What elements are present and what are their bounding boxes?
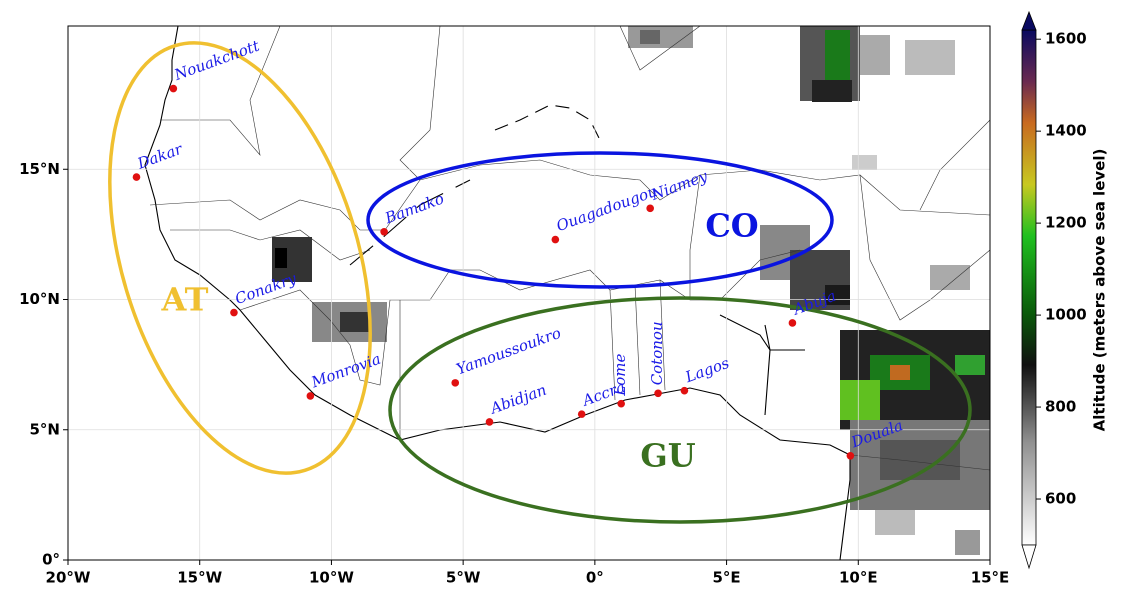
- coastline: [144, 25, 851, 561]
- x-tick-label: 10°W: [309, 569, 354, 587]
- city-label: Lome: [611, 353, 629, 396]
- colorbar-tick-label: 1400: [1045, 122, 1087, 140]
- y-tick-label: 10°N: [19, 290, 60, 308]
- colorbar-tick-label: 1000: [1045, 306, 1087, 324]
- city-marker: [451, 379, 460, 387]
- city-marker: [169, 84, 178, 93]
- colorbar-tick-label: 800: [1045, 398, 1076, 416]
- map-frame: [67, 25, 991, 561]
- x-tick-label: 5°W: [446, 569, 481, 587]
- x-tick-label: 0°: [586, 569, 604, 587]
- city-label: Niamey: [648, 167, 711, 204]
- city-marker: [132, 173, 141, 181]
- region-label: AT: [161, 281, 209, 319]
- city-label: Abidjan: [486, 381, 549, 418]
- city-label: Ouagadougou: [554, 182, 660, 235]
- y-tick-label: 5°N: [30, 420, 61, 438]
- city-marker: [380, 227, 388, 236]
- y-tick-label: 15°N: [19, 160, 60, 178]
- city-marker: [654, 389, 662, 398]
- colorbar-tick-label: 1600: [1045, 30, 1087, 48]
- x-tick-label: 5°E: [712, 569, 740, 587]
- colorbar-body: [1021, 29, 1037, 546]
- colorbar-extend: [1021, 10, 1037, 31]
- city-label: Dakar: [134, 140, 185, 173]
- region-outline: [388, 296, 972, 524]
- region-outline: [108, 41, 372, 475]
- colorbar-tick-label: 1200: [1045, 214, 1087, 232]
- region-label: CO: [705, 207, 758, 245]
- region-outline: [366, 151, 834, 289]
- city-marker: [306, 392, 315, 400]
- x-tick-label: 20°W: [46, 569, 91, 587]
- city-marker: [680, 386, 689, 395]
- city-marker: [646, 204, 654, 213]
- city-label: Conakry: [233, 269, 300, 308]
- x-tick-label: 15°E: [971, 569, 1010, 587]
- city-label: Monrovia: [308, 350, 383, 392]
- city-marker: [551, 235, 560, 244]
- x-tick-label: 15°W: [177, 569, 222, 587]
- city-label: Cotonou: [648, 321, 666, 385]
- city-marker: [617, 399, 625, 408]
- city-marker: [788, 319, 797, 327]
- terrain: [272, 26, 990, 555]
- colorbar-label: Altitude (meters above sea level): [1091, 149, 1109, 432]
- x-tick-label: 10°E: [839, 569, 878, 587]
- city-marker: [485, 418, 494, 426]
- colorbar: Altitude (meters above sea level) 600 800…: [1021, 10, 1109, 570]
- city-marker: [230, 308, 238, 317]
- region-label: GU: [640, 437, 695, 475]
- y-tick-label: 0°: [42, 551, 60, 569]
- city-label: Lagos: [682, 354, 732, 387]
- colorbar-tick-label: 600: [1045, 490, 1076, 508]
- city-label: Bamako: [382, 189, 447, 227]
- city-marker: [846, 452, 855, 460]
- colorbar-extend: [1021, 544, 1037, 570]
- city-marker: [577, 410, 586, 418]
